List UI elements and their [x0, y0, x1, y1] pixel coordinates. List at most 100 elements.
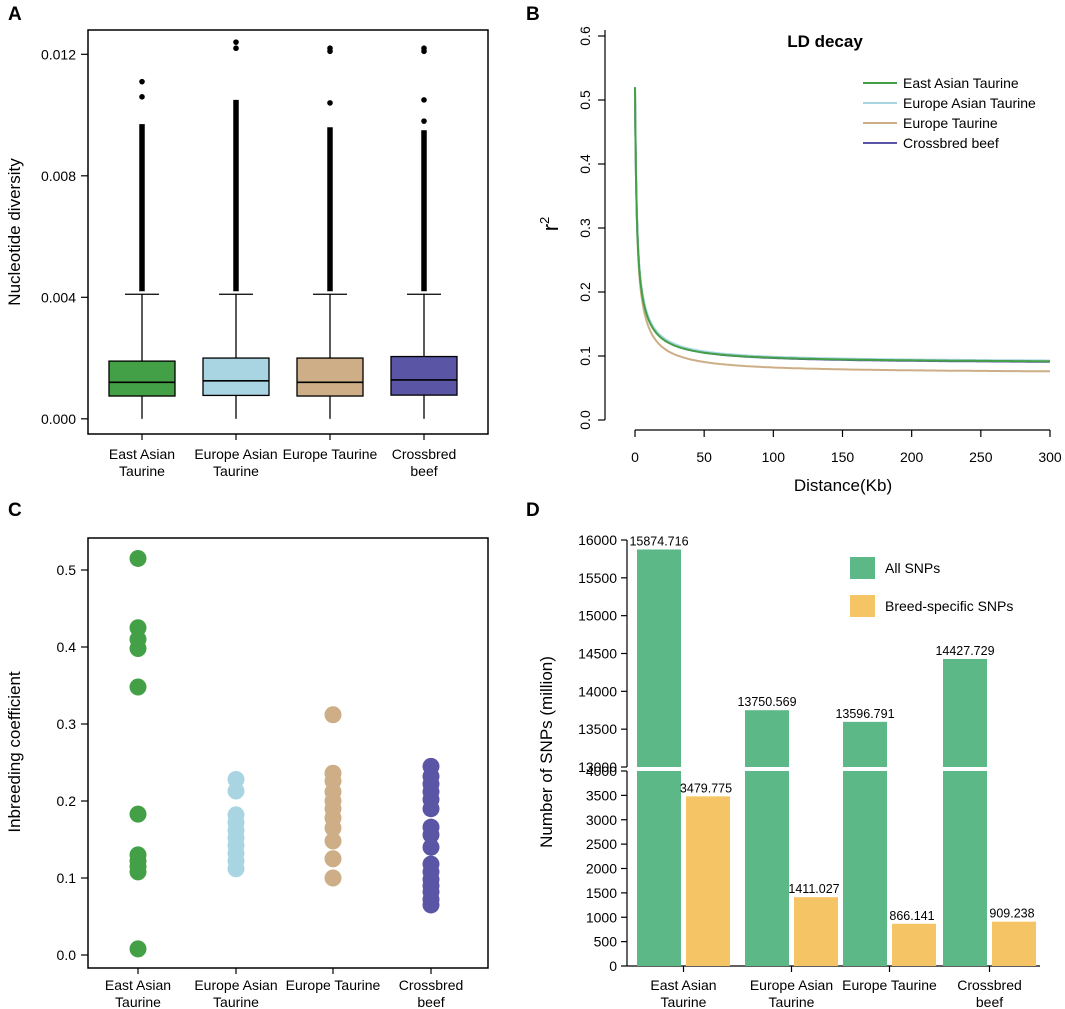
panel-c-ytick-label: 0.2: [57, 793, 77, 809]
panel-b-xtick-label: 250: [969, 449, 993, 465]
panel-a-outlier: [421, 97, 427, 103]
panel-a-ylabel: Nucleotide diversity: [5, 158, 24, 306]
panel-c-point: [129, 678, 147, 696]
panel-b-ld-decay: LD decay Distance(Kb) r2 0 50 100 150 200 250…: [537, 26, 1062, 495]
panel-b-ylabel: r2: [537, 217, 563, 232]
panel-a-xtick-label-line: East Asian: [109, 446, 175, 462]
panel-c-point: [129, 549, 147, 567]
panel-a-outlier: [421, 45, 427, 52]
panel-a-xtick-label-line: Europe Taurine: [283, 446, 378, 462]
panel-c-xtick-label: Europe Taurine: [286, 977, 381, 993]
panel-d-ytick-label-upper: 13500: [578, 721, 617, 737]
panel-c-ytick-label: 0.0: [57, 947, 77, 963]
panel-c-ylabel: Inbreeding coefficient: [5, 671, 24, 833]
panel-d-bar-all-lower: [637, 771, 681, 966]
panel-d-ytick-label-upper: 16000: [578, 532, 617, 548]
panel-a-box: [390, 355, 458, 396]
panel-d-ytick-label-lower: 2000: [586, 861, 617, 877]
panel-d-bar-specific: [794, 897, 838, 966]
panel-c-xtick-label-line: Crossbred: [399, 977, 464, 993]
panel-c-point: [422, 826, 440, 844]
panel-d-bar-all-upper: [745, 710, 789, 767]
panel-a-xtick-label-line: Taurine: [213, 463, 259, 479]
panel-b-ylabel-base: r: [538, 224, 563, 231]
panel-c-point: [227, 782, 245, 800]
panel-d-ytick-label-lower: 3500: [586, 787, 617, 803]
panel-a-xtick-label-line: Crossbred: [392, 446, 457, 462]
panel-c-xtick-label-line: Taurine: [115, 994, 161, 1009]
panel-d-ytick-label-lower: 4000: [586, 763, 617, 779]
panel-a-ytick-label: 0.008: [41, 168, 76, 184]
panel-d-xtick-label-line: Europe Asian: [750, 977, 833, 993]
panel-a-xtick-label: Crossbred beef: [392, 446, 457, 479]
panel-d-xtick-label-line: Crossbred: [957, 977, 1022, 993]
panel-c-xtick-label-line: East Asian: [105, 977, 171, 993]
panel-d-bar-all-upper: [843, 721, 887, 767]
panel-a-xtick-label-line: Europe Asian: [194, 446, 277, 462]
panel-c-point: [324, 819, 342, 837]
panel-a-outlier: [139, 94, 145, 100]
panel-c-point: [422, 800, 440, 818]
panel-a-outlier: [421, 118, 427, 124]
panel-b-legend-label: Europe Asian Taurine: [903, 95, 1036, 111]
panel-d-legend-label: Breed-specific SNPs: [885, 598, 1013, 614]
panel-d-ytick-label-upper: 15000: [578, 608, 617, 624]
panel-a-outlier: [327, 45, 333, 52]
panel-a-boxplot: Nucleotide diversity 0.000 0.004 0.008 0.01…: [5, 29, 489, 479]
panel-b-xtick-label: 150: [831, 449, 855, 465]
panel-b-ytick-label: 0.1: [577, 346, 593, 366]
panel-a-xtick-label-line: beef: [410, 463, 437, 479]
panel-d-bar-specific: [992, 921, 1036, 966]
panel-d-bar-all-label: 13596.791: [835, 707, 894, 721]
panel-c-point: [129, 940, 147, 958]
panel-d-xtick-label-line: Taurine: [661, 994, 707, 1009]
panel-c-point: [422, 896, 440, 914]
panel-d-bar-specific-label: 909.238: [989, 907, 1034, 921]
panel-b-series-line: [634, 87, 1050, 363]
panel-a-box: [296, 357, 364, 397]
panel-c-xtick-label-line: Taurine: [213, 994, 259, 1009]
panel-a-box: [108, 360, 176, 397]
panel-b-xlabel: Distance(Kb): [794, 476, 892, 495]
panel-b-xtick-label: 300: [1038, 449, 1062, 465]
panel-d-legend-swatch: [850, 557, 875, 579]
panel-b-xtick-label: 200: [900, 449, 924, 465]
panel-label-d: D: [526, 500, 540, 521]
panel-a-xtick-label: Europe Asian Taurine: [194, 446, 277, 479]
panel-c-point: [129, 640, 147, 658]
panel-c-xtick-label-line: beef: [417, 994, 444, 1009]
panel-b-ytick-label: 0.2: [577, 282, 593, 302]
panel-a-outlier: [233, 45, 239, 52]
panel-d-ytick-label-lower: 3000: [586, 812, 617, 828]
panel-d-bar-all-lower: [745, 771, 789, 966]
panel-b-ylabel-sup: 2: [537, 217, 552, 224]
panel-c-frame: [87, 537, 489, 969]
panel-label-b: B: [526, 4, 540, 25]
panel-b-title: LD decay: [787, 32, 863, 51]
panel-d-legend-swatch: [850, 595, 875, 617]
panel-c-point: [129, 863, 147, 881]
panel-d-bar-specific-label: 866.141: [889, 909, 934, 923]
panel-c-xtick-label: Europe Asian Taurine: [194, 977, 277, 1009]
panel-d-bar-all-label: 15874.716: [629, 534, 688, 548]
panel-d-bar-specific-label: 3479.775: [680, 781, 732, 795]
panel-d-snp-bars: Number of SNPs (million) 13000 13500 14000…: [537, 532, 1040, 1009]
panel-d-xtick-label-line: Taurine: [769, 994, 815, 1009]
panel-c-ytick-label: 0.1: [57, 870, 77, 886]
panel-d-bar-all-label: 14427.729: [935, 644, 994, 658]
panel-c-ytick-label: 0.4: [57, 639, 77, 655]
panel-a-box: [202, 357, 270, 397]
panel-b-ytick-label: 0.5: [577, 90, 593, 110]
panel-d-ytick-label-lower: 1000: [586, 909, 617, 925]
panel-a-outlier: [327, 100, 333, 106]
panel-c-inbreeding: Inbreeding coefficient 0.0 0.1 0.2 0.3 0.4 0.…: [5, 537, 489, 1009]
panel-c-point: [324, 706, 342, 724]
panel-c-xtick-label-line: Europe Taurine: [286, 977, 381, 993]
panel-d-ytick-label-lower: 0: [609, 958, 617, 974]
panel-b-ytick-label: 0.0: [577, 410, 593, 430]
panel-d-bar-specific: [892, 923, 936, 966]
panel-d-bar-all-upper: [637, 549, 681, 767]
panel-b-legend-label: Europe Taurine: [903, 115, 998, 131]
panel-a-xtick-label: Europe Taurine: [283, 446, 378, 462]
